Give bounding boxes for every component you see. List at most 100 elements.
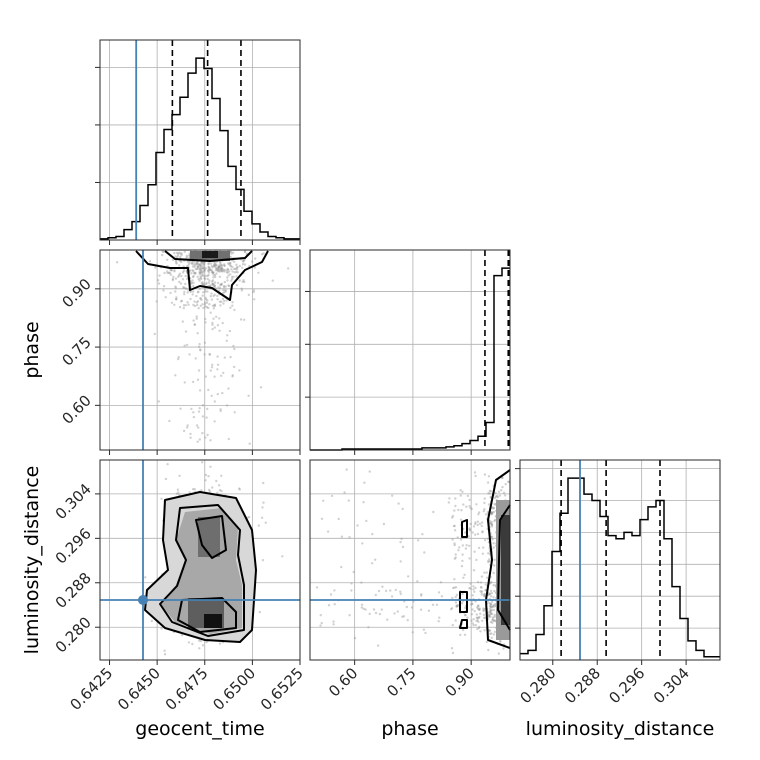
sample-point [232, 275, 235, 278]
sample-point [497, 490, 501, 493]
sample-point [483, 538, 487, 542]
sample-point [201, 270, 204, 273]
sample-point [188, 353, 191, 356]
sample-point [202, 274, 205, 278]
sample-point [207, 306, 210, 310]
sample-point [450, 647, 454, 650]
sample-point [494, 491, 497, 495]
sample-point [192, 303, 195, 307]
sample-point [208, 268, 211, 272]
sample-point [233, 271, 236, 274]
sample-point [219, 267, 223, 271]
sample-point [184, 304, 187, 307]
sample-point [218, 317, 221, 320]
sample-point [476, 580, 480, 584]
sample-point [218, 265, 221, 268]
sample-point [193, 488, 196, 491]
sample-point [190, 262, 194, 265]
sample-point [483, 592, 486, 596]
sample-point [212, 317, 215, 320]
sample-point [213, 293, 216, 296]
sample-point [178, 305, 182, 309]
sample-point [207, 281, 211, 284]
sample-point [221, 321, 224, 325]
sample-point [489, 589, 493, 593]
sample-point [374, 611, 378, 615]
sample-point [208, 268, 212, 272]
sample-point [201, 303, 204, 306]
sample-point [200, 298, 203, 301]
sample-point [186, 291, 189, 294]
sample-point [493, 613, 496, 617]
sample-point [454, 595, 457, 599]
sample-point [213, 265, 216, 268]
panel-geocent-time-vs-phase [99, 249, 301, 451]
sample-point [219, 261, 222, 265]
sample-point [457, 508, 460, 512]
sample-point [185, 256, 188, 259]
sample-point [224, 285, 227, 288]
sample-point [197, 345, 201, 348]
sample-point [493, 558, 496, 561]
sample-point [481, 552, 485, 555]
sample-point [174, 255, 177, 258]
sample-point [468, 498, 471, 502]
sample-point [493, 502, 496, 506]
sample-point [169, 268, 172, 272]
sample-point [477, 513, 480, 516]
sample-point [488, 592, 492, 596]
sample-point [242, 279, 245, 282]
sample-point [191, 279, 194, 282]
sample-point [175, 492, 178, 495]
sample-point [487, 503, 491, 506]
sample-point [475, 558, 478, 562]
sample-point [238, 369, 241, 372]
sample-point [204, 296, 207, 300]
sample-point [474, 521, 477, 524]
sample-point [353, 636, 357, 640]
sample-point [492, 506, 495, 509]
sample-point [352, 570, 355, 574]
y-tick-label: 0.280 [52, 613, 95, 656]
sample-point [493, 589, 496, 593]
sample-point [462, 503, 465, 506]
sample-point [500, 489, 503, 492]
sample-point [264, 521, 267, 524]
sample-point [180, 274, 183, 278]
sample-point [214, 264, 217, 267]
sample-point [226, 271, 229, 274]
sample-point [327, 604, 331, 607]
sample-point [419, 594, 423, 597]
panel-frame [99, 459, 301, 661]
sample-point [371, 532, 374, 536]
sample-point [182, 286, 186, 289]
sample-point [212, 271, 215, 274]
sample-point [229, 255, 232, 259]
sample-point [191, 269, 194, 272]
sample-point [451, 538, 454, 541]
sample-point [204, 479, 207, 482]
sample-point [228, 262, 232, 265]
sample-point [195, 317, 198, 320]
sample-point [203, 262, 206, 266]
sample-point [490, 523, 494, 526]
sample-point [212, 271, 215, 274]
sample-point [490, 609, 493, 612]
sample-point [482, 613, 486, 617]
sample-point [201, 415, 205, 418]
sample-point [483, 501, 486, 505]
sample-point [452, 586, 455, 590]
sample-point [203, 266, 206, 269]
sample-point [201, 273, 204, 276]
sample-point [319, 624, 322, 627]
sample-point [208, 279, 211, 282]
sample-point [206, 274, 209, 278]
sample-point [381, 585, 384, 588]
sample-point [394, 588, 397, 592]
sample-point [247, 293, 250, 297]
sample-point [194, 272, 197, 275]
sample-point [160, 627, 163, 630]
sample-point [489, 620, 493, 624]
sample-point [488, 558, 491, 561]
sample-point [220, 374, 223, 377]
